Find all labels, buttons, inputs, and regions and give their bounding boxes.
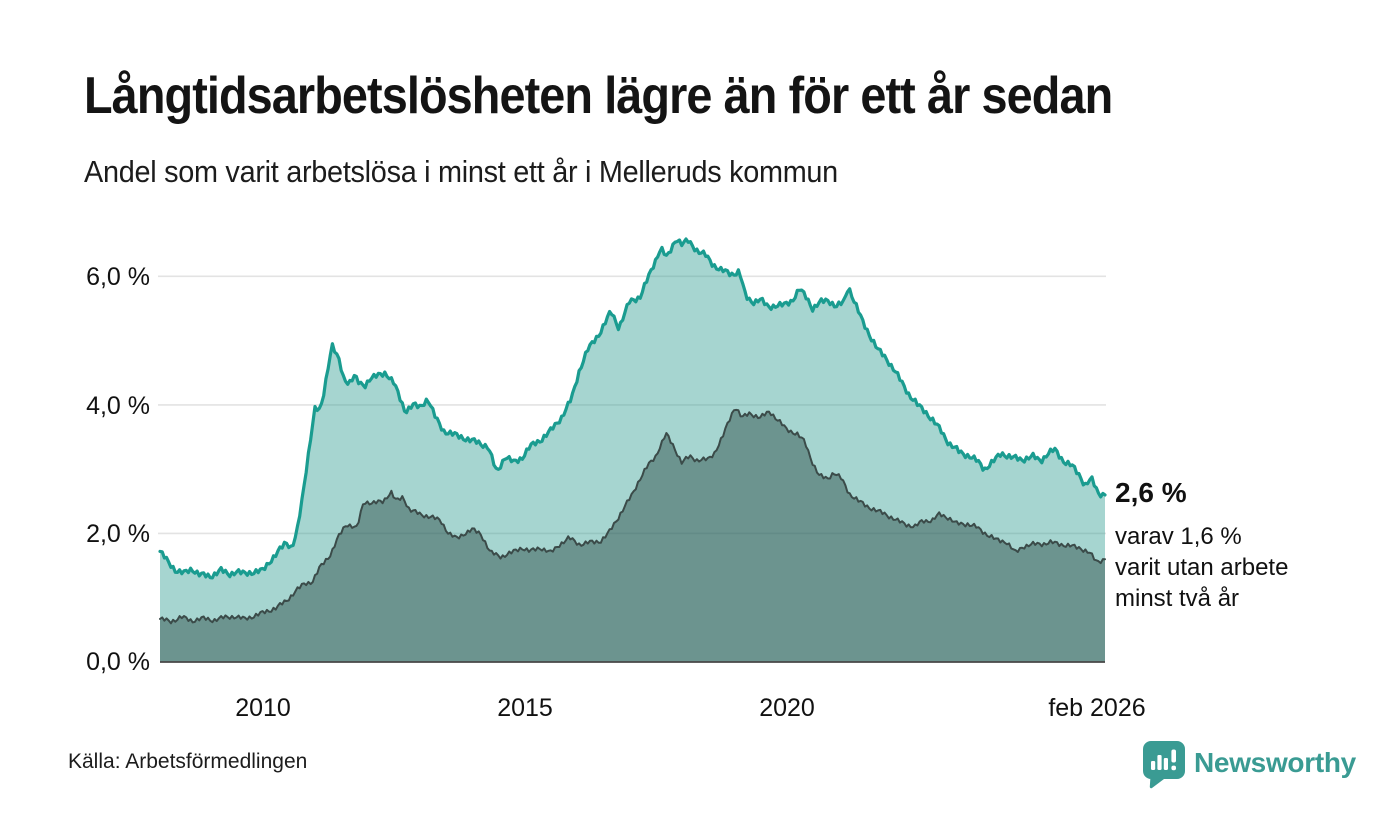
latest-value-detail: varav 1,6 % varit utan arbete minst två … bbox=[1115, 521, 1288, 614]
x-tick-2015: 2015 bbox=[497, 694, 553, 722]
series-total-area bbox=[160, 239, 1105, 662]
series-two-years-line bbox=[159, 408, 1106, 625]
y-tick-6pct: 6,0 % bbox=[86, 263, 150, 291]
detail-line-3: minst två år bbox=[1115, 585, 1240, 612]
detail-line-2: varit utan arbete bbox=[1115, 554, 1289, 581]
latest-value-label: 2,6 % bbox=[1115, 477, 1187, 508]
y-tick-2pct: 2,0 % bbox=[86, 520, 150, 548]
gridlines bbox=[158, 275, 1106, 535]
series-two-years-area bbox=[160, 409, 1105, 662]
source-credit: Källa: Arbetsförmedlingen bbox=[68, 750, 308, 773]
y-tick-0pct: 0,0 % bbox=[86, 648, 150, 676]
y-tick-4pct: 4,0 % bbox=[86, 392, 150, 420]
detail-line-1: varav 1,6 % bbox=[1115, 523, 1242, 550]
x-tick-2010: 2010 bbox=[235, 694, 291, 722]
brand-logo: Newsworthy bbox=[1143, 741, 1356, 789]
brand-wordmark: Newsworthy bbox=[1194, 747, 1356, 778]
page-title: Långtidsarbetslösheten lägre än för ett … bbox=[84, 67, 1113, 125]
x-tick-2020: 2020 bbox=[759, 694, 815, 722]
series-total-line bbox=[158, 237, 1107, 580]
x-tick-feb-2026: feb 2026 bbox=[1048, 694, 1146, 722]
page-subtitle: Andel som varit arbetslösa i minst ett å… bbox=[84, 154, 838, 189]
newsworthy-icon bbox=[1143, 741, 1185, 789]
